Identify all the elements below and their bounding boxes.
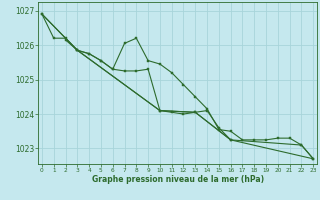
X-axis label: Graphe pression niveau de la mer (hPa): Graphe pression niveau de la mer (hPa) (92, 175, 264, 184)
